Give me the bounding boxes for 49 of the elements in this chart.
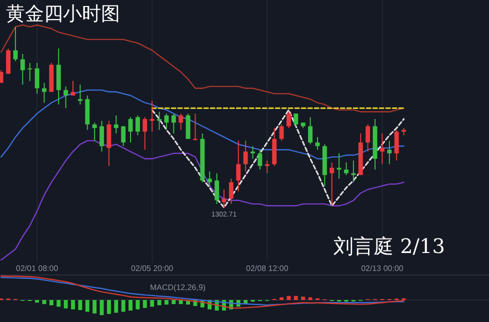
candlestick (250, 146, 255, 160)
candlestick (308, 116, 313, 145)
candlestick (150, 100, 154, 132)
candlestick (286, 111, 291, 129)
candlestick (0, 70, 4, 84)
x-tick-label: 02/01 08:00 (16, 264, 59, 273)
x-tick-label: 02/13 00:00 (361, 264, 404, 273)
text: 刘言庭 2/13 (334, 234, 445, 258)
candlestick (42, 82, 46, 104)
candlestick (178, 113, 184, 130)
candlestick (193, 113, 198, 142)
candlestick (92, 122, 97, 142)
candlestick (366, 124, 370, 152)
candlestick (394, 129, 399, 162)
candlestick (387, 140, 392, 165)
x-tick-label: 02/08 12:00 (246, 264, 289, 273)
candlestick (351, 160, 356, 183)
candlestick (214, 172, 220, 204)
candlestick (6, 48, 10, 74)
candlestick (279, 124, 284, 142)
candlestick (135, 114, 140, 136)
candlestick (207, 170, 212, 186)
candlestick (114, 114, 118, 134)
candlestick (264, 160, 270, 174)
candlestick (20, 53, 25, 86)
candlestick (344, 162, 348, 176)
candlestick (164, 113, 169, 130)
candlestick (243, 140, 248, 172)
candlestick (121, 126, 126, 147)
candlestick (294, 113, 298, 127)
chart-title: 黄金四小时图 (6, 3, 120, 25)
candlestick (186, 113, 190, 140)
candlestick (100, 120, 104, 152)
text: MACD(12,26,9) (150, 283, 206, 292)
candlestick (78, 84, 82, 106)
candlestick (34, 62, 40, 94)
candlestick (142, 116, 148, 150)
candlestick (28, 62, 32, 82)
candlestick (258, 149, 262, 170)
candlestick (171, 113, 176, 134)
candlestick (380, 132, 384, 165)
x-tick-label: 02/05 20:00 (130, 264, 174, 273)
candlestick (64, 86, 68, 109)
candlestick (106, 120, 112, 166)
candlestick (330, 162, 334, 206)
candlestick (236, 140, 241, 192)
candlestick (157, 111, 162, 130)
candlestick (13, 26, 18, 62)
candlestick (228, 178, 234, 204)
